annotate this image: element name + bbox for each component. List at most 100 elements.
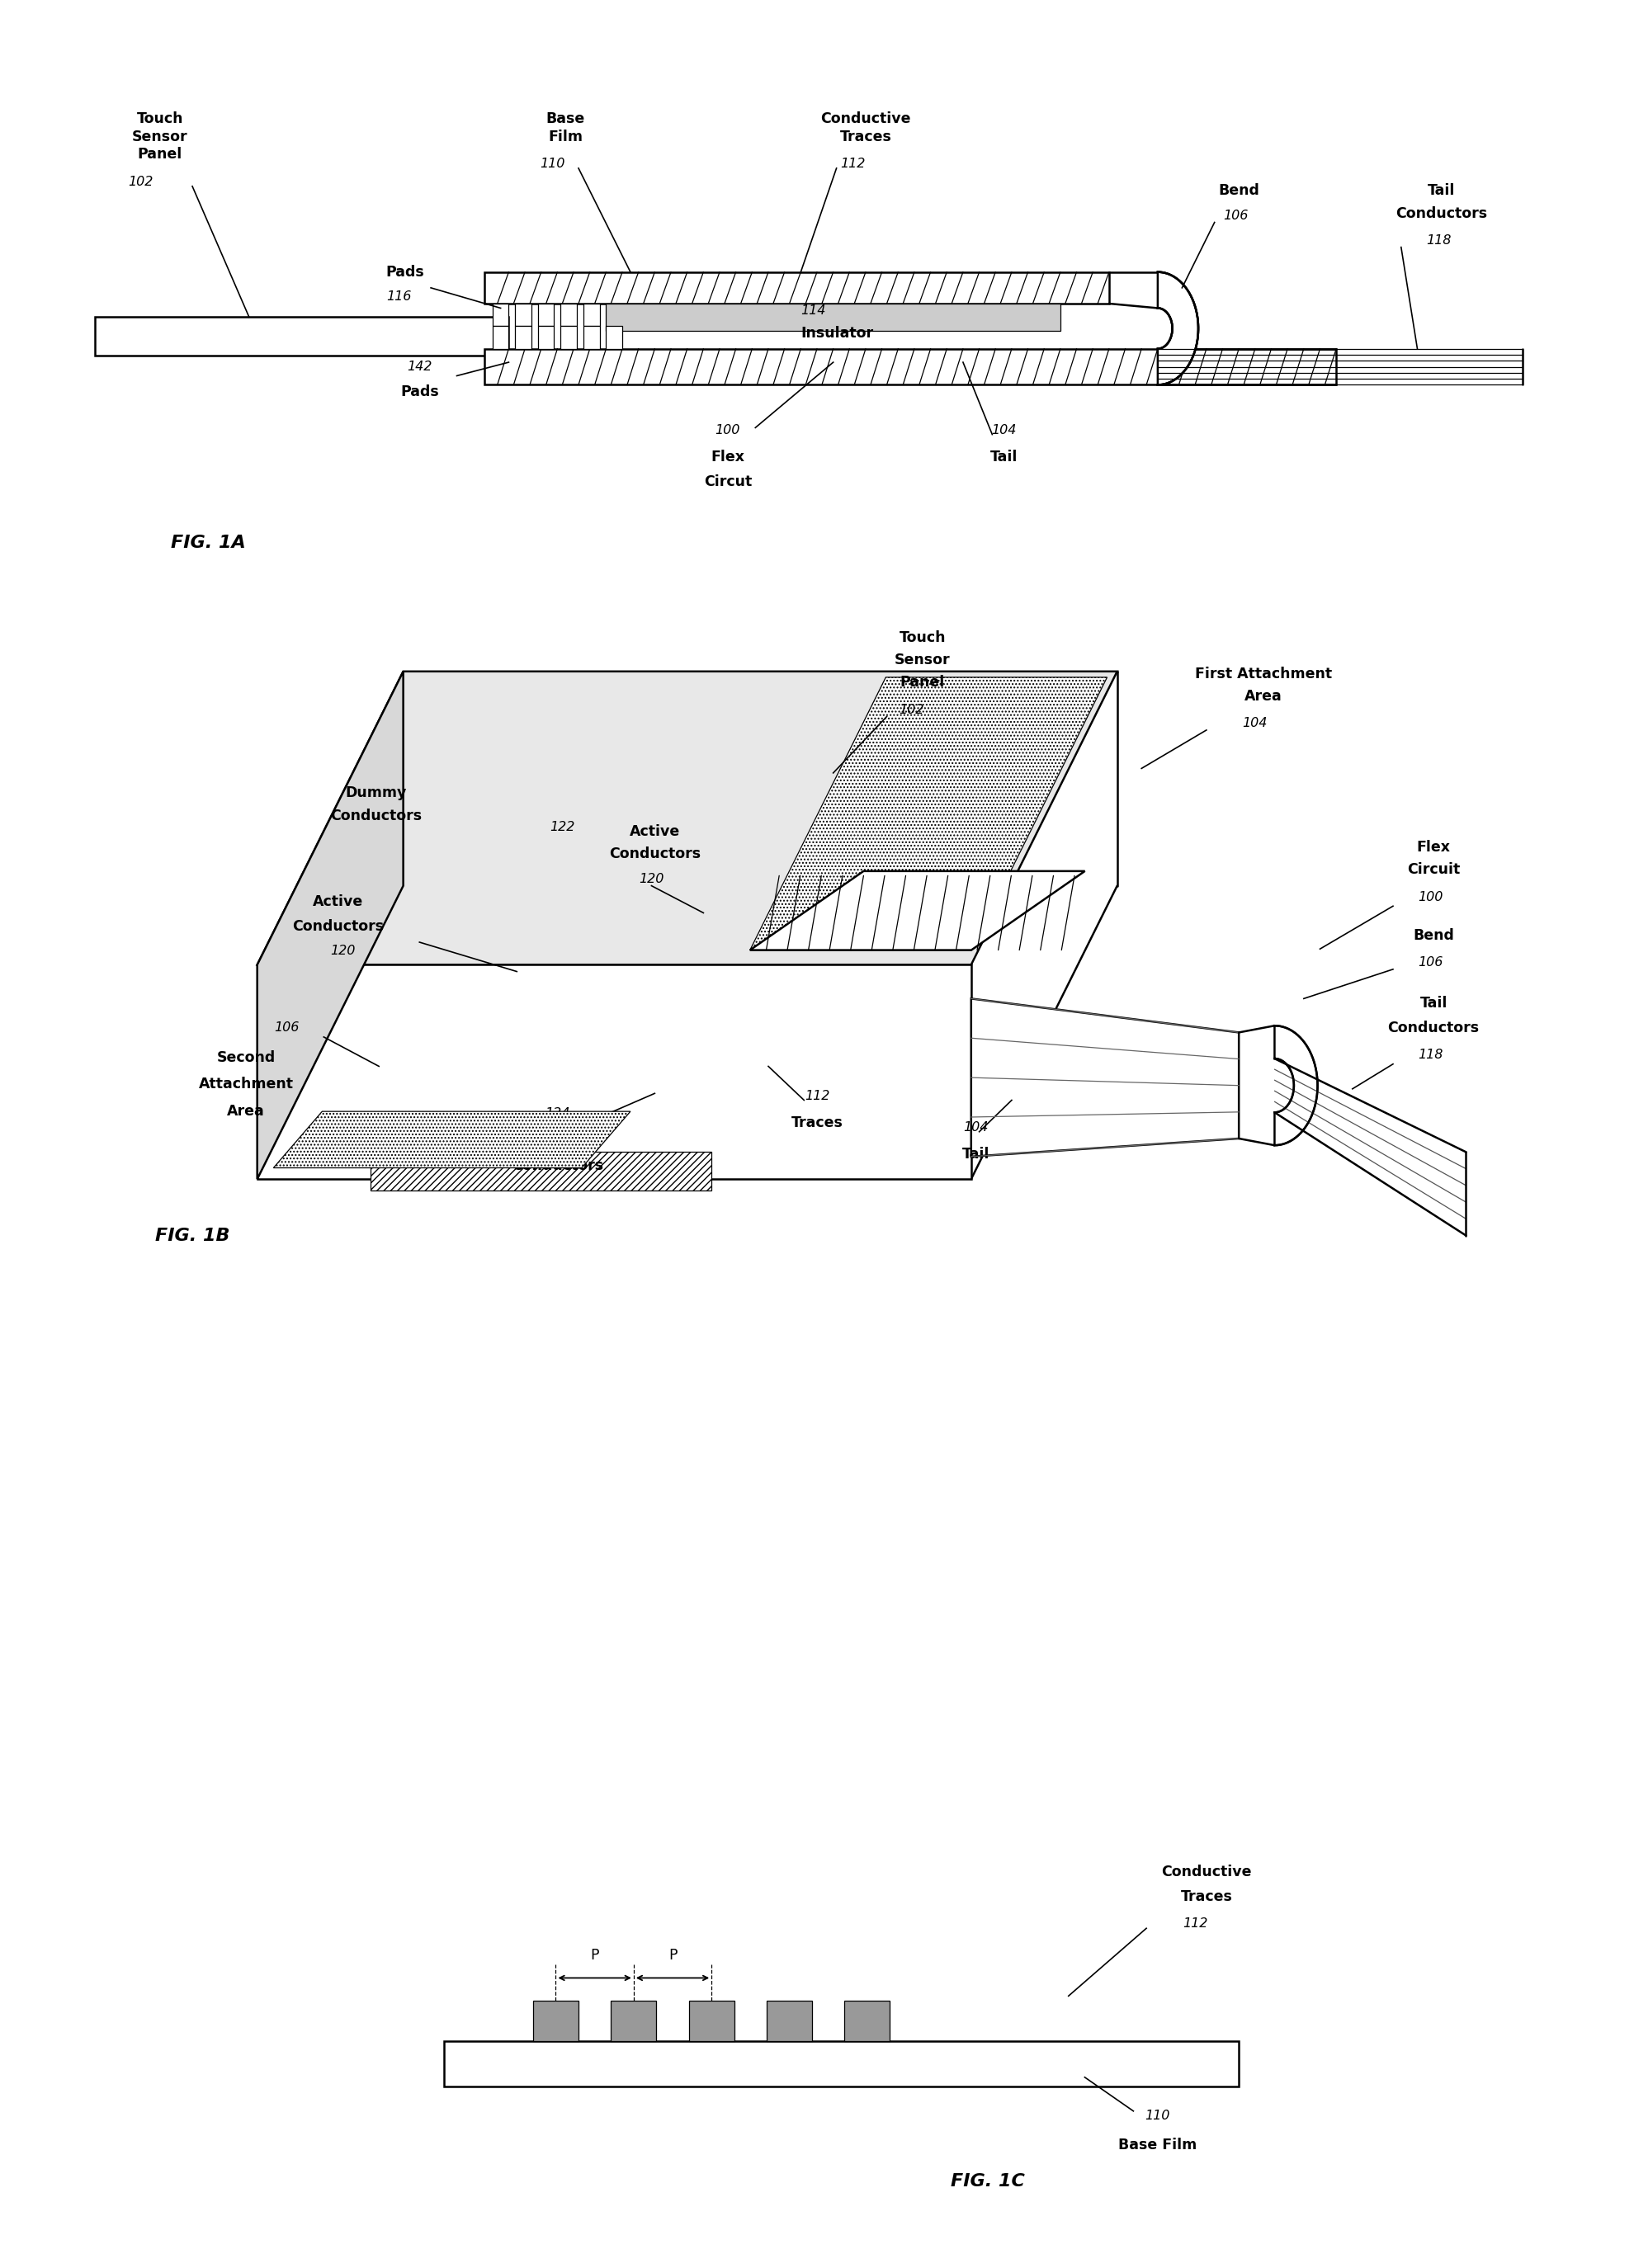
Text: Insulator: Insulator [801, 327, 874, 340]
Text: Conductors: Conductors [1387, 1021, 1479, 1036]
Polygon shape [492, 327, 508, 349]
Text: Panel: Panel [900, 676, 944, 689]
Text: Circuit: Circuit [1407, 862, 1461, 878]
Polygon shape [1159, 272, 1198, 386]
Text: 114: 114 [801, 304, 825, 318]
Text: Active: Active [629, 823, 680, 839]
Text: 110: 110 [539, 156, 565, 170]
Polygon shape [533, 2000, 578, 2041]
Polygon shape [583, 304, 600, 327]
Polygon shape [515, 304, 531, 327]
Text: FIG. 1C: FIG. 1C [951, 2173, 1025, 2189]
Polygon shape [515, 327, 531, 349]
Text: Bend: Bend [1413, 928, 1454, 943]
Polygon shape [750, 871, 1085, 950]
Text: 104: 104 [964, 1120, 989, 1134]
Text: 110: 110 [1145, 2109, 1170, 2123]
Text: 118: 118 [1418, 1048, 1443, 1061]
Text: 106: 106 [1418, 957, 1443, 968]
Polygon shape [611, 2000, 657, 2041]
Polygon shape [560, 304, 577, 327]
Text: Tail: Tail [1420, 996, 1448, 1012]
Polygon shape [971, 998, 1239, 1157]
Polygon shape [484, 272, 1109, 304]
Text: 104: 104 [1242, 717, 1268, 730]
Polygon shape [371, 1152, 711, 1191]
Text: Active: Active [314, 894, 364, 909]
Polygon shape [750, 678, 1108, 950]
Text: 116: 116 [386, 290, 412, 304]
Text: 100: 100 [1418, 891, 1443, 903]
Text: Dummy: Dummy [345, 785, 407, 801]
Text: 112: 112 [840, 156, 866, 170]
Text: Pads: Pads [386, 265, 425, 279]
Polygon shape [1275, 1025, 1317, 1145]
Text: Conductors: Conductors [511, 1159, 603, 1173]
Text: Traces: Traces [840, 129, 892, 145]
Text: Flex: Flex [1417, 839, 1451, 855]
Text: Flex: Flex [711, 449, 745, 465]
Text: Traces: Traces [1180, 1889, 1232, 1905]
Text: Traces: Traces [791, 1116, 843, 1129]
Text: Conductors: Conductors [330, 807, 422, 823]
Text: Conductive: Conductive [1162, 1864, 1252, 1880]
Text: 104: 104 [992, 424, 1016, 435]
Text: Conductors: Conductors [1395, 206, 1487, 220]
Text: FIG. 1A: FIG. 1A [172, 535, 247, 551]
Polygon shape [484, 349, 1337, 386]
Polygon shape [766, 2000, 812, 2041]
Text: Lower: Lower [533, 1134, 582, 1148]
Text: 102: 102 [899, 703, 923, 717]
Polygon shape [538, 327, 554, 349]
Text: Base: Base [546, 111, 585, 127]
Text: Tail: Tail [990, 449, 1018, 465]
Text: 106: 106 [275, 1023, 299, 1034]
Polygon shape [444, 2041, 1239, 2087]
Text: Pads: Pads [400, 383, 440, 399]
Text: Panel: Panel [137, 147, 183, 161]
Polygon shape [273, 1111, 631, 1168]
Text: Bend: Bend [1219, 184, 1260, 197]
Text: P: P [590, 1948, 600, 1962]
Text: 100: 100 [716, 424, 740, 435]
Text: FIG. 1B: FIG. 1B [155, 1227, 230, 1243]
Text: 122: 122 [549, 821, 575, 832]
Text: Area: Area [227, 1105, 265, 1118]
Polygon shape [606, 304, 1060, 331]
Text: Conductors: Conductors [292, 919, 384, 934]
Text: 106: 106 [1224, 209, 1248, 222]
Polygon shape [492, 304, 508, 327]
Text: Sensor: Sensor [132, 129, 188, 145]
Text: Attachment: Attachment [198, 1077, 294, 1091]
Text: 118: 118 [1426, 234, 1451, 247]
Text: P: P [668, 1948, 676, 1962]
Text: First Attachment: First Attachment [1194, 667, 1332, 680]
Text: 112: 112 [804, 1089, 830, 1102]
Text: Touch: Touch [137, 111, 183, 127]
Polygon shape [845, 2000, 891, 2041]
Text: Tail: Tail [962, 1148, 990, 1161]
Polygon shape [257, 671, 404, 1179]
Text: Circut: Circut [704, 474, 752, 490]
Text: 120: 120 [330, 946, 356, 957]
Polygon shape [583, 327, 600, 349]
Text: 120: 120 [639, 873, 663, 885]
Text: 124: 124 [544, 1107, 570, 1120]
Text: Conductors: Conductors [609, 846, 701, 862]
Text: 142: 142 [407, 361, 431, 372]
Polygon shape [690, 2000, 734, 2041]
Text: Conductive: Conductive [820, 111, 910, 127]
Text: Area: Area [1245, 689, 1283, 703]
Polygon shape [606, 327, 623, 349]
Text: 112: 112 [1183, 1919, 1208, 1930]
Text: Sensor: Sensor [894, 653, 951, 667]
Text: Touch: Touch [899, 631, 946, 644]
Text: 102: 102 [127, 175, 154, 188]
Text: Second: Second [216, 1050, 275, 1064]
Text: Tail: Tail [1428, 184, 1456, 197]
Polygon shape [257, 964, 971, 1179]
Text: Film: Film [547, 129, 583, 145]
Polygon shape [257, 671, 1118, 964]
Text: Base Film: Base Film [1118, 2136, 1198, 2152]
Polygon shape [560, 327, 577, 349]
